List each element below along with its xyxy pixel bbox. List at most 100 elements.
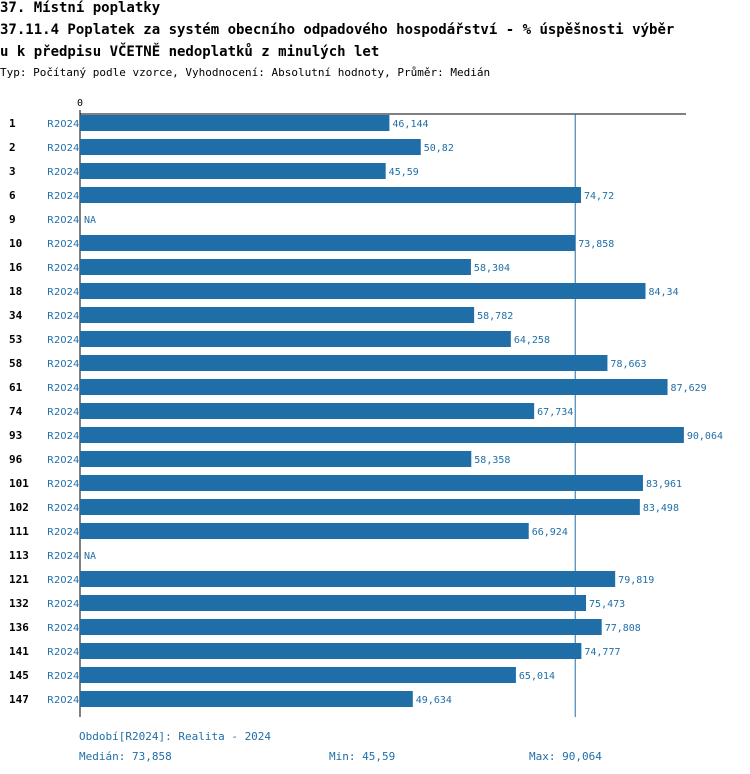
- row-id-label: 16: [9, 261, 23, 274]
- bar: [80, 643, 582, 659]
- row-period-label: R2024: [47, 527, 79, 538]
- value-label: 49,634: [416, 695, 452, 706]
- value-label-na: NA: [84, 215, 96, 226]
- row-id-label: 102: [9, 501, 29, 514]
- value-label: 74,777: [584, 647, 620, 658]
- row-period-label: R2024: [47, 479, 79, 490]
- bar: [80, 139, 421, 155]
- bar: [80, 331, 511, 347]
- row-id-label: 1: [9, 117, 16, 130]
- row-id-label: 34: [9, 309, 23, 322]
- value-label: 73,858: [578, 239, 614, 250]
- section-title: 37. Místní poplatky: [0, 0, 161, 16]
- row-id-label: 9: [9, 213, 16, 226]
- value-label: 58,358: [474, 455, 510, 466]
- row-id-label: 111: [9, 525, 29, 538]
- row-period-label: R2024: [47, 695, 79, 706]
- bar: [80, 499, 640, 515]
- row-period-label: R2024: [47, 647, 79, 658]
- bar: [80, 523, 529, 539]
- bar: [80, 355, 608, 371]
- row-id-label: 113: [9, 549, 29, 562]
- value-label: 75,473: [589, 599, 625, 610]
- row-id-label: 93: [9, 429, 22, 442]
- row-period-label: R2024: [47, 503, 79, 514]
- value-label: 58,782: [477, 311, 513, 322]
- row-id-label: 61: [9, 381, 23, 394]
- row-period-label: R2024: [47, 575, 79, 586]
- row-period-label: R2024: [47, 287, 79, 298]
- bar: [80, 451, 472, 467]
- row-id-label: 101: [9, 477, 29, 490]
- bar: [80, 667, 516, 683]
- min-stat: Min: 45,59: [329, 750, 396, 763]
- value-label-na: NA: [84, 551, 96, 562]
- bar: [80, 403, 535, 419]
- value-label: 77,808: [605, 623, 641, 634]
- bar: [80, 619, 602, 635]
- row-period-label: R2024: [47, 551, 79, 562]
- bar: [80, 379, 668, 395]
- row-period-label: R2024: [47, 455, 79, 466]
- value-label: 83,498: [643, 503, 679, 514]
- bar: [80, 163, 386, 179]
- value-label: 58,304: [474, 263, 510, 274]
- bar: [80, 259, 471, 275]
- row-period-label: R2024: [47, 623, 79, 634]
- value-label: 45,59: [389, 167, 419, 178]
- bar: [80, 235, 576, 251]
- row-id-label: 121: [9, 573, 29, 586]
- row-id-label: 6: [9, 189, 16, 202]
- bar: [80, 187, 581, 203]
- bar: [80, 307, 475, 323]
- bar: [80, 691, 413, 707]
- value-label: 79,819: [618, 575, 654, 586]
- axis-zero-label: 0: [77, 98, 83, 109]
- bar: [80, 427, 684, 443]
- value-label: 65,014: [519, 671, 555, 682]
- value-label: 90,064: [687, 431, 723, 442]
- period-legend: Období[R2024]: Realita - 2024: [79, 730, 272, 743]
- value-label: 66,924: [532, 527, 568, 538]
- row-period-label: R2024: [47, 599, 79, 610]
- row-id-label: 145: [9, 669, 29, 682]
- bar: [80, 571, 616, 587]
- row-period-label: R2024: [47, 671, 79, 682]
- value-label: 83,961: [646, 479, 682, 490]
- row-period-label: R2024: [47, 239, 79, 250]
- row-period-label: R2024: [47, 143, 79, 154]
- row-id-label: 3: [9, 165, 16, 178]
- row-id-label: 10: [9, 237, 22, 250]
- max-stat: Max: 90,064: [529, 750, 602, 763]
- value-label: 78,663: [610, 359, 646, 370]
- value-label: 87,629: [671, 383, 707, 394]
- bar: [80, 595, 587, 611]
- row-period-label: R2024: [47, 335, 79, 346]
- row-period-label: R2024: [47, 167, 79, 178]
- value-label: 50,82: [424, 143, 454, 154]
- row-id-label: 74: [9, 405, 23, 418]
- row-id-label: 147: [9, 693, 29, 706]
- row-id-label: 58: [9, 357, 22, 370]
- chart-title-line1: 37.11.4 Poplatek za systém obecního odpa…: [0, 22, 675, 38]
- chart-title-line2: u k předpisu VČETNĚ nedoplatků z minulýc…: [0, 44, 380, 60]
- row-id-label: 18: [9, 285, 22, 298]
- value-label: 74,72: [584, 191, 614, 202]
- row-period-label: R2024: [47, 191, 79, 202]
- row-period-label: R2024: [47, 383, 79, 394]
- bar-chart: 0 1 R2024 46,144 2 R2024 50,82 3 R2024 45,59 6 R202…: [9, 98, 723, 717]
- row-period-label: R2024: [47, 431, 79, 442]
- value-label: 64,258: [514, 335, 550, 346]
- row-period-label: R2024: [47, 311, 79, 322]
- chart-subtitle: Typ: Počítaný podle vzorce, Vyhodnocení:…: [0, 66, 491, 79]
- row-id-label: 136: [9, 621, 29, 634]
- row-id-label: 96: [9, 453, 23, 466]
- value-label: 67,734: [537, 407, 573, 418]
- row-period-label: R2024: [47, 407, 79, 418]
- row-period-label: R2024: [47, 263, 79, 274]
- value-label: 84,34: [648, 287, 678, 298]
- row-period-label: R2024: [47, 359, 79, 370]
- bar: [80, 115, 390, 131]
- row-period-label: R2024: [47, 215, 79, 226]
- value-label: 46,144: [392, 119, 428, 130]
